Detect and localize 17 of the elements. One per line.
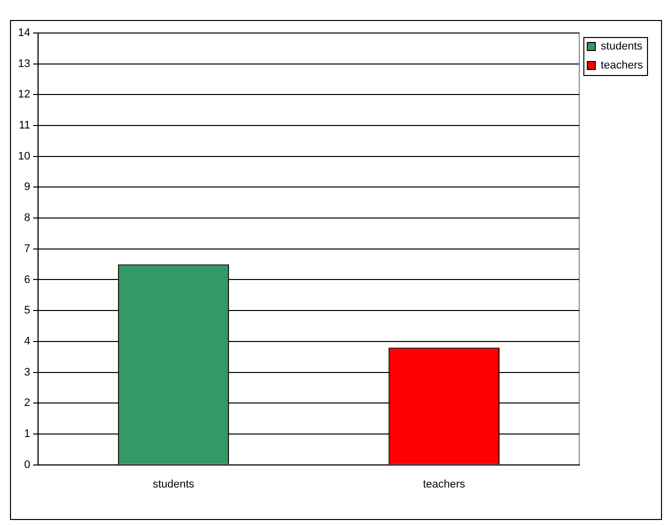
y-tick-label: 3	[24, 366, 30, 378]
y-tick-label: 6	[24, 274, 30, 286]
y-tick-label: 11	[18, 120, 30, 132]
legend-label: students	[600, 40, 643, 53]
y-tick-label: 4	[24, 335, 30, 348]
y-tick-label: 2	[24, 397, 30, 410]
y-tick-label: 9	[24, 181, 30, 194]
y-tick-label: 14	[18, 27, 30, 40]
y-tick-label: 5	[24, 304, 30, 317]
y-tick-label: 7	[24, 242, 30, 255]
y-tick-label: 13	[18, 58, 30, 70]
y-tick-label: 10	[18, 150, 30, 162]
y-tick-label: 12	[18, 88, 30, 101]
legend-label: teachers	[600, 60, 644, 72]
y-tick-label: 8	[24, 212, 30, 224]
y-tick-label: 1	[24, 428, 30, 440]
y-tick-label: 0	[24, 458, 30, 471]
